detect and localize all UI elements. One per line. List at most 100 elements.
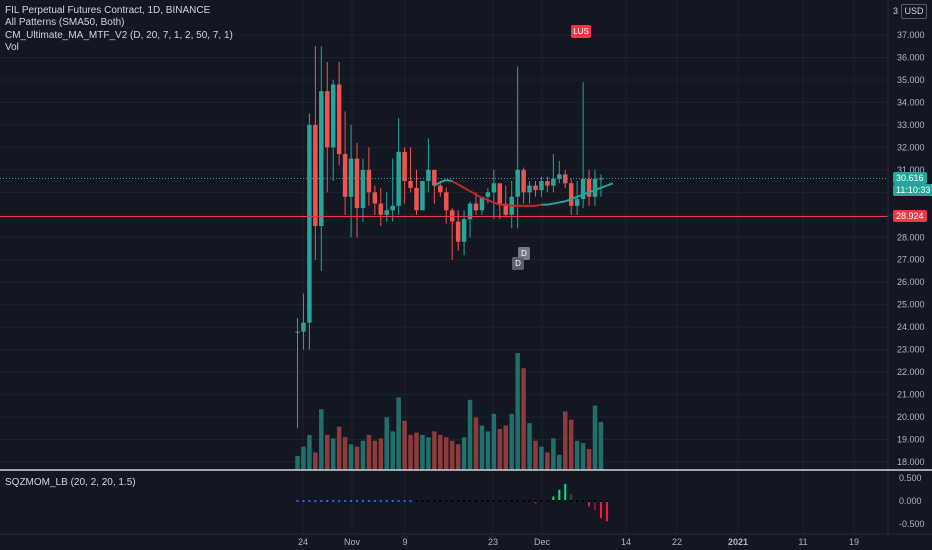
squeeze-dot — [558, 500, 561, 502]
price-tick-label: 20.000 — [897, 412, 925, 422]
squeeze-bar — [588, 501, 591, 507]
squeeze-dot — [534, 500, 537, 502]
volume-bar — [378, 438, 384, 470]
volume-bar — [325, 434, 330, 470]
volume-bar — [574, 440, 580, 470]
ma-segment — [469, 190, 477, 196]
candle-body — [348, 158, 354, 197]
candle-body — [396, 151, 401, 206]
price-tick-label: 24.000 — [897, 322, 925, 332]
squeeze-dot — [588, 500, 591, 502]
price-tick-label: 35.000 — [897, 75, 925, 85]
pattern-flag-upper[interactable]: LUS — [571, 25, 591, 38]
volume-bar — [580, 443, 586, 470]
ma-segment — [446, 178, 453, 183]
ma-segment — [505, 203, 512, 207]
candle-body — [485, 192, 491, 197]
ma-segment — [606, 182, 614, 187]
candle-body — [313, 124, 318, 227]
squeeze-dot — [486, 500, 489, 502]
squeeze-dot — [308, 500, 311, 502]
time-tick-label: 19 — [849, 537, 859, 547]
price-tick-label: 37.000 — [897, 30, 925, 40]
time-tick-label: 23 — [488, 537, 498, 547]
legend-vol[interactable]: Vol — [5, 42, 19, 54]
volume-bar — [533, 440, 538, 470]
volume-bar — [568, 419, 574, 470]
currency-badge[interactable]: 3 USD — [893, 4, 927, 19]
squeeze-dot — [326, 500, 329, 502]
squeeze-dot — [540, 500, 543, 502]
legend-patterns[interactable]: All Patterns (SMA50, Both) — [5, 17, 125, 29]
squeeze-bar — [564, 483, 567, 501]
volume-bar — [515, 353, 520, 470]
squeeze-dot — [338, 500, 341, 502]
volume-bar — [307, 434, 312, 470]
squeeze-dot — [594, 500, 596, 502]
moving-average-line — [433, 178, 614, 207]
squeeze-bar — [534, 501, 537, 504]
price-tick-label: 33.000 — [897, 120, 925, 130]
pattern-flag-lower-1[interactable]: D — [518, 247, 530, 260]
squeeze-dot — [605, 500, 608, 502]
legend-ma[interactable]: CM_Ultimate_MA_MTF_V2 (D, 20, 7, 1, 2, 5… — [5, 29, 233, 41]
squeeze-dot — [356, 500, 358, 502]
price-tick-label: 26.000 — [897, 277, 925, 287]
ma-segment — [487, 199, 495, 204]
price-tick-label: 27.000 — [897, 255, 925, 265]
volume-bar — [342, 437, 348, 470]
volume-bar — [295, 455, 300, 470]
price-tick-label: 31.000 — [897, 165, 925, 175]
squeeze-dot — [433, 500, 436, 502]
volume-bar — [551, 438, 556, 470]
time-tick-label: 24 — [298, 537, 308, 547]
candle-body — [342, 154, 348, 197]
price-tick-label: 25.000 — [897, 300, 925, 310]
indicator-label[interactable]: SQZMOM_LB (20, 2, 20, 1.5) — [5, 477, 136, 488]
candle-body — [563, 174, 568, 184]
symbol-title[interactable]: FIL Perpetual Futures Contract, 1D, BINA… — [5, 5, 211, 16]
candle-body — [366, 169, 372, 193]
volume-bar — [348, 444, 354, 470]
squeeze-dot — [510, 500, 513, 502]
squeeze-dot — [445, 500, 448, 502]
time-tick-label: 11 — [798, 537, 807, 547]
ma-segment — [594, 186, 602, 192]
candle-body — [360, 169, 366, 209]
ma-segment — [553, 201, 560, 205]
volume-bar — [592, 405, 598, 470]
candle-body — [467, 203, 473, 220]
squeeze-dot — [296, 500, 299, 502]
ma-segment — [582, 191, 590, 196]
candle-body — [449, 210, 455, 222]
squeeze-dot — [451, 500, 454, 502]
squeeze-bar — [570, 494, 573, 501]
squeeze-dot — [463, 500, 466, 502]
volume-bar — [491, 413, 497, 470]
squeeze-dot — [528, 500, 531, 502]
countdown-tag: 11:10:33 — [893, 184, 932, 196]
squeeze-dot — [302, 500, 305, 502]
candle-body — [491, 183, 497, 193]
candle-body — [390, 205, 395, 211]
ma-segment — [600, 184, 608, 189]
candle-body — [557, 174, 562, 179]
indicator-tick-label: 0.000 — [899, 496, 922, 506]
price-tick-label: 21.000 — [897, 390, 925, 400]
volume-bar — [360, 440, 366, 470]
time-axis: 24 Nov 9 23 Dec 14 22 2021 11 19 — [0, 533, 932, 547]
squeeze-dot — [361, 500, 364, 502]
squeeze-dot — [439, 500, 442, 502]
ma-segment — [576, 193, 584, 198]
candle-body — [378, 203, 384, 215]
ma-segment — [451, 180, 459, 186]
pattern-flag-lower-2[interactable]: D — [512, 257, 524, 270]
volume-bar — [598, 422, 604, 470]
volume-bar — [479, 425, 485, 470]
volume-bars — [295, 353, 604, 470]
candle-body — [527, 185, 532, 193]
volume-bar — [455, 444, 461, 470]
squeeze-dot — [350, 500, 353, 502]
volume-bar — [319, 409, 324, 470]
